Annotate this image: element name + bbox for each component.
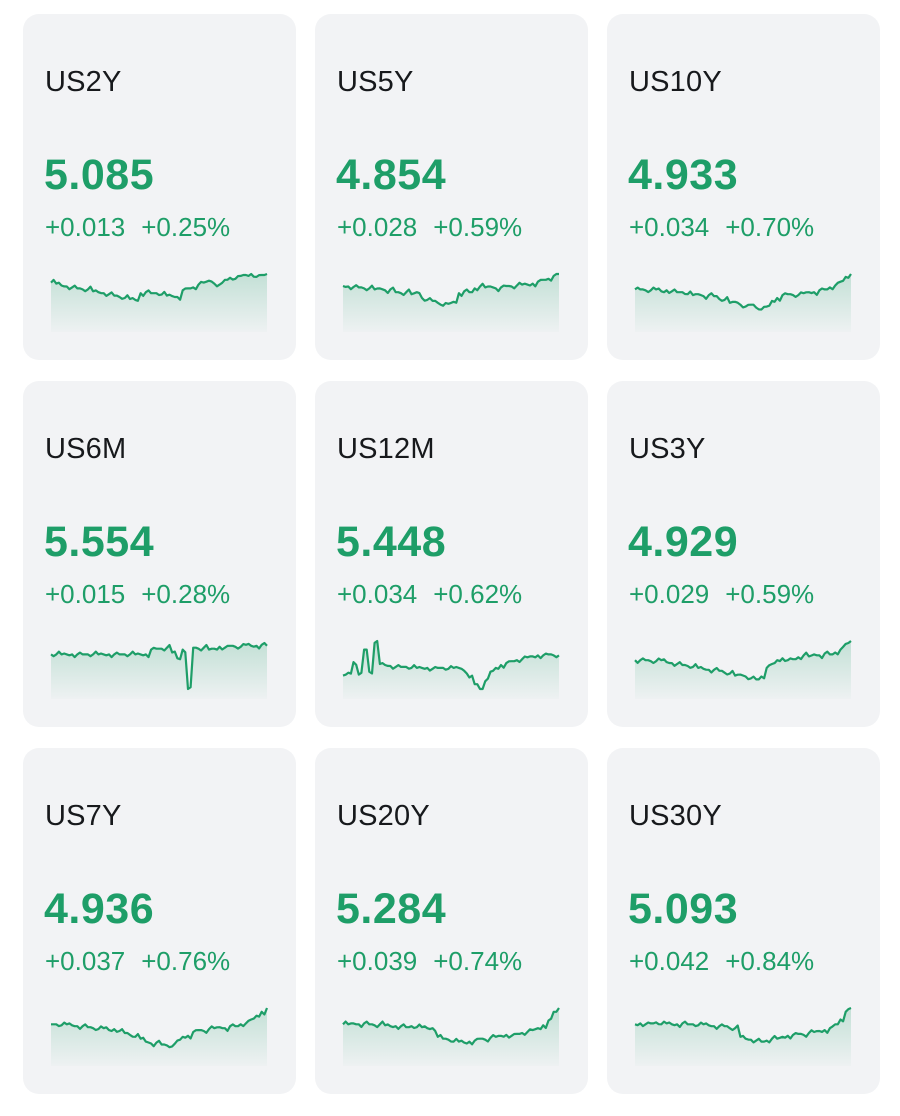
price-value: 4.936 — [44, 885, 155, 933]
symbol-label: US2Y — [45, 66, 122, 98]
symbol-label: US12M — [337, 433, 435, 465]
symbol-label: US7Y — [45, 800, 122, 832]
price-value: 5.284 — [336, 885, 447, 933]
sparkline-area — [51, 1008, 267, 1066]
rate-card-us5y[interactable]: US5Y 4.854 +0.028 +0.59% — [315, 14, 588, 360]
sparkline-area — [51, 643, 267, 699]
sparkline-line — [342, 1007, 560, 1046]
change-value: +0.034 — [337, 579, 418, 609]
change-percent: +0.76% — [141, 946, 231, 976]
symbol-label: US20Y — [337, 800, 430, 832]
change-percent: +0.25% — [141, 212, 231, 242]
symbol-label: US10Y — [629, 66, 722, 98]
sparkline-line — [342, 639, 560, 691]
sparkline-line — [634, 640, 852, 681]
sparkline-chart — [50, 641, 268, 699]
change-row: +0.015 +0.28% — [45, 578, 230, 610]
symbol-label: US3Y — [629, 433, 706, 465]
sparkline-area — [635, 274, 851, 332]
change-value: +0.015 — [45, 579, 126, 609]
change-row: +0.029 +0.59% — [629, 578, 814, 610]
change-row: +0.034 +0.70% — [629, 211, 814, 243]
change-percent: +0.59% — [433, 212, 523, 242]
price-value: 5.554 — [44, 518, 155, 566]
change-row: +0.034 +0.62% — [337, 578, 522, 610]
change-percent: +0.70% — [725, 212, 815, 242]
change-value: +0.042 — [629, 946, 710, 976]
sparkline-chart — [634, 273, 852, 332]
sparkline-line — [51, 1007, 269, 1049]
rates-grid: US2Y 5.085 +0.013 +0.25% US5Y 4.854 +0.02… — [23, 14, 881, 1095]
change-value: +0.034 — [629, 212, 710, 242]
sparkline-chart — [342, 272, 559, 332]
rate-card-us7y[interactable]: US7Y 4.936 +0.037 +0.76% — [23, 748, 296, 1094]
sparkline-area — [343, 1008, 559, 1066]
change-row: +0.013 +0.25% — [45, 211, 230, 243]
change-row: +0.037 +0.76% — [45, 945, 230, 977]
price-value: 5.448 — [336, 518, 447, 566]
price-value: 4.933 — [628, 151, 739, 199]
rate-card-us20y[interactable]: US20Y 5.284 +0.039 +0.74% — [315, 748, 588, 1094]
sparkline-chart — [634, 1006, 852, 1066]
change-percent: +0.84% — [725, 946, 815, 976]
sparkline-line — [50, 272, 268, 302]
change-row: +0.042 +0.84% — [629, 945, 814, 977]
symbol-label: US6M — [45, 433, 127, 465]
price-value: 4.929 — [628, 518, 739, 566]
sparkline-line — [50, 641, 268, 691]
rate-card-us6m[interactable]: US6M 5.554 +0.015 +0.28% — [23, 381, 296, 727]
price-value: 5.093 — [628, 885, 739, 933]
sparkline-area — [635, 641, 851, 699]
sparkline-chart — [342, 1007, 560, 1066]
rate-card-us2y[interactable]: US2Y 5.085 +0.013 +0.25% — [23, 14, 296, 360]
price-value: 4.854 — [336, 151, 447, 199]
change-value: +0.037 — [45, 946, 126, 976]
sparkline-chart — [634, 640, 852, 699]
change-percent: +0.74% — [433, 946, 523, 976]
sparkline-chart — [342, 639, 560, 699]
change-percent: +0.62% — [433, 579, 523, 609]
price-value: 5.085 — [44, 151, 155, 199]
sparkline-area — [343, 641, 559, 699]
rate-card-us10y[interactable]: US10Y 4.933 +0.034 +0.70% — [607, 14, 880, 360]
rate-card-us12m[interactable]: US12M 5.448 +0.034 +0.62% — [315, 381, 588, 727]
change-percent: +0.28% — [141, 579, 231, 609]
change-row: +0.028 +0.59% — [337, 211, 522, 243]
symbol-label: US30Y — [629, 800, 722, 832]
change-row: +0.039 +0.74% — [337, 945, 522, 977]
sparkline-line — [634, 1006, 852, 1044]
change-value: +0.029 — [629, 579, 710, 609]
sparkline-chart — [50, 272, 268, 332]
sparkline-chart — [51, 1007, 269, 1066]
symbol-label: US5Y — [337, 66, 414, 98]
rate-card-us3y[interactable]: US3Y 4.929 +0.029 +0.59% — [607, 381, 880, 727]
sparkline-area — [51, 274, 267, 332]
rate-card-us30y[interactable]: US30Y 5.093 +0.042 +0.84% — [607, 748, 880, 1094]
change-value: +0.028 — [337, 212, 418, 242]
change-percent: +0.59% — [725, 579, 815, 609]
sparkline-line — [634, 273, 852, 311]
change-value: +0.013 — [45, 212, 126, 242]
sparkline-line — [342, 272, 559, 307]
change-value: +0.039 — [337, 946, 418, 976]
